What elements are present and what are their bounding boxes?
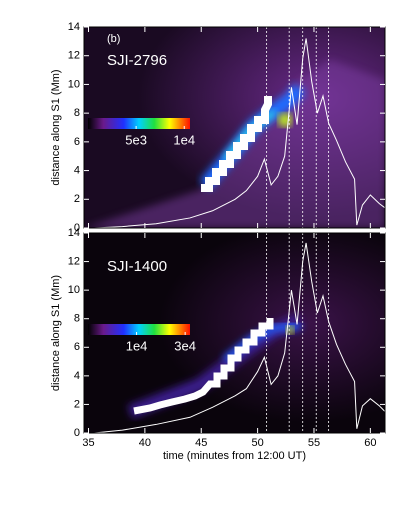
frame: [83, 232, 386, 434]
colorbar-label: 5e3: [125, 132, 147, 147]
y-tick-label: 2: [74, 398, 80, 410]
y-tick-label: 4: [74, 370, 80, 382]
y-tick-label: 4: [74, 164, 80, 176]
y-tick-label: 14: [68, 227, 80, 239]
colorbar-label: 1e4: [126, 338, 148, 353]
y-tick-label: 2: [74, 193, 80, 205]
light-curve: [94, 38, 386, 229]
x-axis-label: time (minutes from 12:00 UT): [163, 450, 306, 462]
y-tick-label: 8: [74, 107, 80, 119]
y-tick-label: 10: [68, 78, 80, 90]
x-tick-label: 40: [139, 437, 151, 449]
colorbar-label: 3e4: [174, 338, 196, 353]
panel-label: (b): [107, 33, 120, 45]
y-tick-label: 14: [68, 21, 80, 33]
y-tick-label: 6: [74, 136, 80, 148]
y-tick-label: 0: [74, 427, 80, 439]
y-tick-label: 8: [74, 313, 80, 325]
y-tick-label: 10: [68, 284, 80, 296]
y-tick-label: 12: [68, 50, 80, 62]
y-tick-label: 6: [74, 341, 80, 353]
colorbar: [88, 118, 190, 129]
colorbar: [88, 324, 190, 335]
x-tick-label: 55: [308, 437, 320, 449]
panel-title: SJI-1400: [107, 258, 167, 275]
x-tick-label: 60: [364, 437, 376, 449]
x-tick-label: 35: [82, 437, 94, 449]
y-axis-label: distance along S1 (Mm): [50, 69, 62, 185]
x-tick-label: 50: [251, 437, 263, 449]
panel-title: SJI-2796: [107, 52, 167, 69]
y-axis-label: distance along S1 (Mm): [50, 275, 62, 391]
light-curve: [94, 242, 386, 434]
y-tick-label: 0: [74, 222, 80, 234]
frame: [83, 26, 386, 229]
y-tick-label: 12: [68, 255, 80, 267]
colorbar-label: 1e4: [173, 132, 195, 147]
x-tick-label: 45: [195, 437, 207, 449]
